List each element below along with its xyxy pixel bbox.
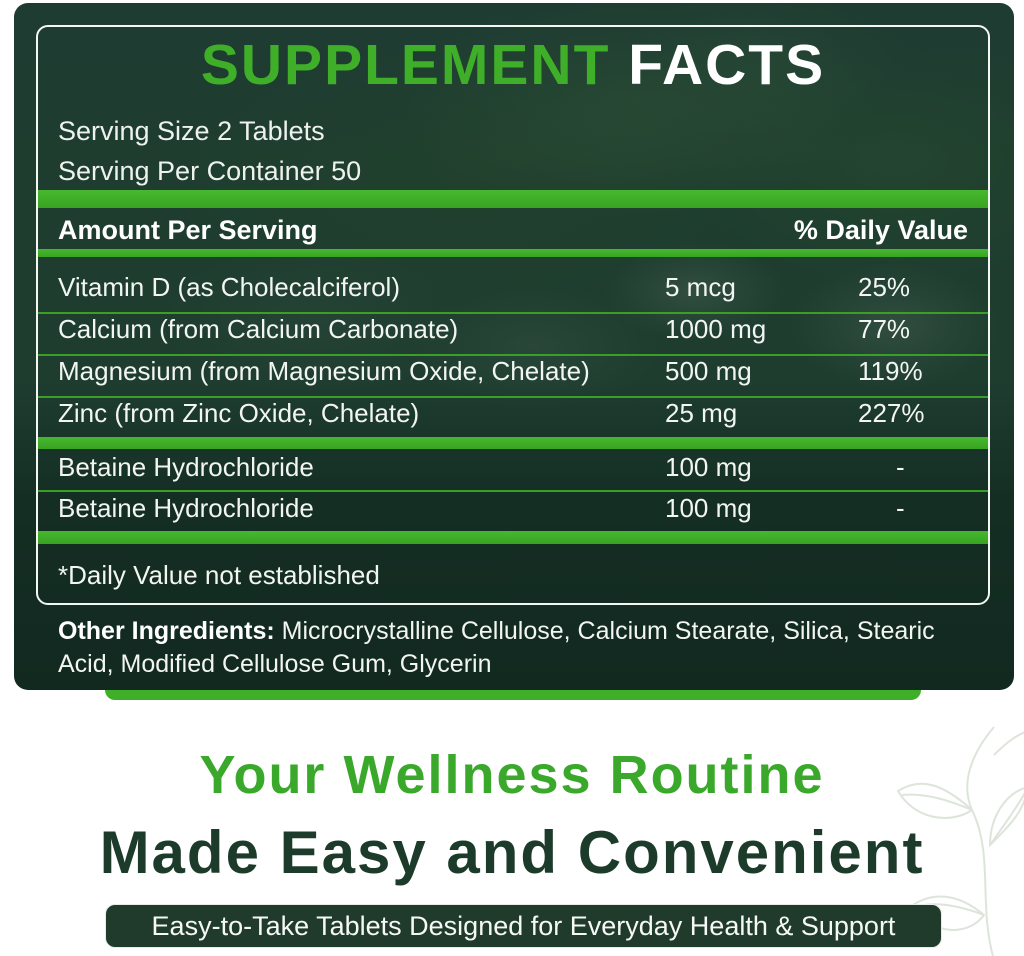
table-row: Zinc (from Zinc Oxide, Chelate) 25 mg 22… (38, 396, 988, 430)
nutrient-daily-value: 227% (858, 397, 925, 428)
tagline-text: Easy-to-Take Tablets Designed for Everyd… (151, 910, 896, 941)
nutrient-amount: 100 mg (665, 451, 752, 482)
nutrient-daily-value: 119% (858, 355, 923, 386)
nutrient-name: Vitamin D (as Cholecalciferol) (58, 271, 400, 302)
other-ingredients-label: Other Ingredients: (58, 617, 275, 645)
nutrient-name: Calcium (from Calcium Carbonate) (58, 313, 459, 344)
serving-size-text: Serving Size 2 Tablets (58, 116, 325, 146)
divider-bar-thick (38, 531, 988, 544)
nutrient-name: Betaine Hydrochloride (58, 451, 314, 482)
nutrient-daily-value: - (896, 451, 905, 482)
nutrient-name: Zinc (from Zinc Oxide, Chelate) (58, 397, 420, 428)
nutrient-daily-value: - (896, 492, 905, 523)
facts-box: SUPPLEMENT FACTS Serving Size 2 Tablets … (36, 25, 990, 605)
nutrient-amount: 100 mg (665, 492, 752, 523)
table-row: Calcium (from Calcium Carbonate) 1000 mg… (38, 312, 988, 346)
daily-value-footnote: *Daily Value not established (58, 560, 380, 590)
row-separator (38, 354, 988, 356)
table-row: Magnesium (from Magnesium Oxide, Chelate… (38, 354, 988, 388)
nutrient-amount: 500 mg (665, 355, 752, 386)
title-word-facts: FACTS (628, 33, 826, 97)
table-row: Betaine Hydrochloride 100 mg - (38, 450, 988, 484)
table-header-row: Amount Per Serving % Daily Value (38, 213, 988, 247)
nutrient-name: Magnesium (from Magnesium Oxide, Chelate… (58, 355, 590, 386)
row-separator (38, 396, 988, 398)
other-ingredients-list: Microcrystalline Cellulose, Calcium Stea… (58, 617, 935, 678)
tagline-pill: Easy-to-Take Tablets Designed for Everyd… (105, 904, 942, 948)
nutrient-amount: 1000 mg (665, 313, 767, 344)
row-separator (38, 490, 988, 492)
servings-per-container-text: Serving Per Container 50 (58, 156, 362, 186)
title-word-supplement: SUPPLEMENT (200, 33, 611, 97)
divider-bar-medium (38, 249, 988, 257)
header-amount-per-serving: Amount Per Serving (58, 214, 318, 245)
marketing-footer: Your Wellness Routine Made Easy and Conv… (0, 700, 1024, 956)
headline-wellness-routine: Your Wellness Routine (199, 745, 825, 805)
nutrient-daily-value: 25% (858, 271, 911, 302)
headline-made-easy: Made Easy and Convenient (99, 819, 925, 886)
supplement-facts-panel: SUPPLEMENT FACTS Serving Size 2 Tablets … (14, 3, 1014, 690)
table-row: Betaine Hydrochloride 100 mg - (38, 491, 988, 525)
nutrient-amount: 5 mcg (665, 271, 736, 302)
header-daily-value: % Daily Value (793, 214, 968, 245)
leaf-decoration-icon (896, 726, 1024, 956)
panel-title: SUPPLEMENT FACTS (38, 35, 988, 95)
nutrient-amount: 25 mg (665, 397, 738, 428)
nutrient-name: Betaine Hydrochloride (58, 492, 314, 523)
row-separator (38, 312, 988, 314)
nutrient-daily-value: 77% (858, 313, 911, 344)
other-ingredients: Other Ingredients: Microcrystalline Cell… (58, 615, 968, 681)
divider-bar-thick (38, 437, 988, 449)
divider-bar-thick (38, 190, 988, 208)
table-row: Vitamin D (as Cholecalciferol) 5 mcg 25% (38, 270, 988, 304)
